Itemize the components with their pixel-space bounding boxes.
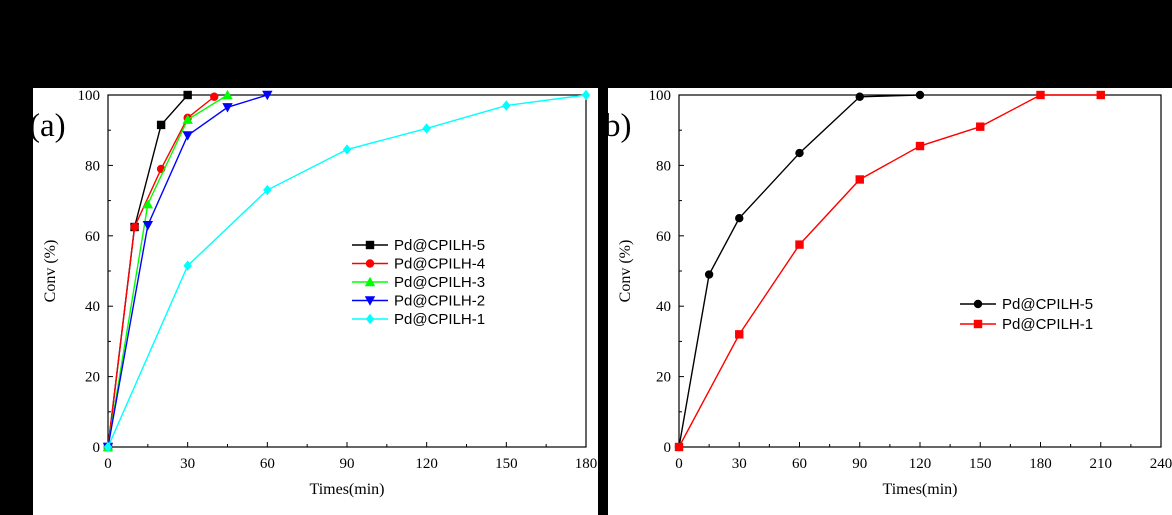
chart-b: 0 30 60 90 120 150 180 210 240 0 20 40 60 80 100 Times(… bbox=[617, 88, 1172, 498]
data-point bbox=[704, 270, 714, 279]
y-tick-label: 20 bbox=[85, 370, 100, 386]
y-tick-label: 40 bbox=[85, 299, 100, 315]
legend-entry: Pd@CPILH-1 bbox=[1002, 316, 1093, 333]
chart-a: 0 30 60 90 120 150 180 0 20 40 60 80 100 Times(min) Co… bbox=[42, 88, 598, 498]
chart-panel-b: (b) 0 30 60 90 120 150 180 210 240 0 20 40 60 80 100 Ti… bbox=[608, 88, 1172, 515]
data-point bbox=[855, 175, 864, 184]
data-point bbox=[855, 92, 864, 101]
data-point bbox=[222, 89, 233, 100]
data-point bbox=[142, 198, 154, 209]
series-line bbox=[107, 94, 228, 448]
data-point bbox=[182, 131, 193, 141]
chart-panel-a: (a) 0 30 60 90 120 150 180 0 20 40 60 80 100 Times(mi… bbox=[33, 88, 598, 515]
legend-marker bbox=[364, 276, 376, 287]
y-tick-label: 60 bbox=[85, 229, 100, 245]
x-tick-label: 30 bbox=[732, 456, 747, 472]
x-axis-title: Times(min) bbox=[310, 481, 385, 498]
data-point bbox=[183, 90, 192, 100]
data-point bbox=[1096, 90, 1105, 100]
data-point bbox=[674, 442, 684, 452]
data-point bbox=[915, 90, 925, 100]
panel-label: (a) bbox=[33, 108, 66, 144]
y-tick-label: 80 bbox=[85, 158, 100, 174]
data-point bbox=[795, 240, 804, 249]
x-tick-label: 150 bbox=[495, 456, 518, 472]
data-point bbox=[222, 103, 233, 113]
legend-entry: Pd@CPILH-5 bbox=[394, 237, 485, 254]
legend-entry: Pd@CPILH-4 bbox=[394, 256, 485, 273]
x-tick-label: 180 bbox=[575, 456, 598, 472]
x-tick-label: 120 bbox=[909, 456, 932, 472]
y-tick-label: 20 bbox=[656, 370, 671, 386]
data-point bbox=[735, 330, 744, 339]
data-point bbox=[502, 100, 511, 111]
x-tick-label: 120 bbox=[415, 456, 438, 472]
data-point bbox=[130, 222, 139, 232]
data-point bbox=[422, 123, 431, 134]
y-tick-label: 0 bbox=[664, 440, 672, 456]
x-tick-label: 180 bbox=[1029, 456, 1052, 472]
y-tick-label: 80 bbox=[656, 158, 671, 174]
legend-marker bbox=[365, 313, 375, 325]
legend-marker bbox=[973, 319, 983, 329]
legend-marker bbox=[365, 259, 375, 268]
y-axis-title: Conv (%) bbox=[42, 240, 59, 303]
data-point bbox=[1036, 90, 1045, 100]
data-point bbox=[795, 148, 804, 158]
legend-entry: Pd@CPILH-3 bbox=[394, 274, 485, 291]
data-point bbox=[342, 144, 352, 155]
y-tick-label: 60 bbox=[656, 229, 671, 245]
data-point bbox=[976, 122, 985, 131]
data-point bbox=[103, 441, 113, 453]
x-tick-label: 30 bbox=[180, 456, 195, 472]
data-point bbox=[581, 89, 591, 101]
series-line bbox=[678, 94, 1101, 448]
x-tick-label: 60 bbox=[260, 456, 275, 472]
legend-marker bbox=[973, 299, 983, 309]
x-tick-label: 90 bbox=[852, 456, 867, 472]
y-tick-label: 100 bbox=[649, 88, 672, 104]
panel-label: (b) bbox=[608, 108, 632, 144]
y-tick-label: 100 bbox=[78, 88, 101, 104]
legend-entry: Pd@CPILH-2 bbox=[394, 293, 485, 310]
y-axis-title: Conv (%) bbox=[617, 240, 634, 303]
legend-marker bbox=[365, 240, 375, 250]
x-tick-label: 240 bbox=[1150, 456, 1172, 472]
data-point bbox=[142, 221, 154, 231]
x-tick-label: 150 bbox=[969, 456, 992, 472]
x-tick-label: 0 bbox=[675, 456, 683, 472]
x-axis-title: Times(min) bbox=[883, 481, 958, 498]
y-tick-label: 40 bbox=[656, 299, 671, 315]
series-line bbox=[678, 94, 921, 448]
data-point bbox=[182, 114, 193, 124]
x-tick-label: 0 bbox=[104, 456, 112, 472]
data-point bbox=[735, 214, 744, 223]
legend-entry: Pd@CPILH-1 bbox=[394, 311, 485, 328]
series-line bbox=[107, 96, 215, 448]
series-line bbox=[107, 94, 189, 448]
legend-marker bbox=[364, 296, 376, 306]
x-tick-label: 60 bbox=[792, 456, 807, 472]
x-tick-label: 210 bbox=[1090, 456, 1113, 472]
y-tick-label: 0 bbox=[93, 440, 101, 456]
legend-entry: Pd@CPILH-5 bbox=[1002, 296, 1093, 313]
data-point bbox=[262, 90, 273, 101]
x-tick-label: 90 bbox=[340, 456, 355, 472]
data-point bbox=[210, 92, 219, 101]
data-point bbox=[263, 184, 272, 196]
data-point bbox=[915, 141, 925, 151]
data-point bbox=[156, 120, 166, 130]
